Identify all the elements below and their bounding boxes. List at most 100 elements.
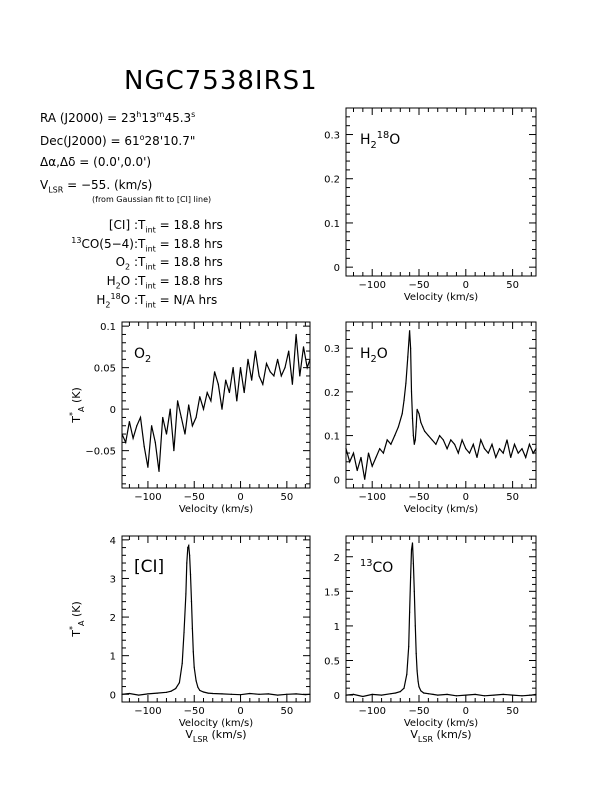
y-tick-label: 1: [334, 622, 340, 633]
dec-label: Dec(J2000) =: [40, 134, 125, 148]
data-point: [181, 662, 183, 664]
ra-seconds: 45.3: [164, 111, 192, 125]
data-point: [394, 434, 396, 437]
data-point: [483, 448, 486, 450]
data-point: [427, 434, 429, 437]
data-point: [406, 673, 408, 675]
x-tick-label: −100: [134, 706, 161, 717]
data-point: [262, 383, 264, 385]
data-point: [446, 693, 448, 695]
data-point: [162, 416, 164, 419]
data-point: [143, 445, 145, 448]
data-point: [217, 383, 219, 385]
data-point: [506, 439, 508, 441]
y-tick-label: 0.1: [324, 432, 340, 443]
data-point: [424, 430, 426, 432]
data-point: [207, 692, 209, 694]
y-tick-label: 0.3: [324, 131, 340, 142]
data-point: [410, 549, 413, 551]
data-point: [199, 689, 201, 692]
data-point: [239, 367, 242, 369]
y-tick-label: 0.1: [100, 322, 116, 333]
data-point: [450, 439, 452, 441]
data-point: [532, 452, 534, 454]
spectrum-line: [122, 543, 310, 696]
data-point: [415, 652, 417, 655]
data-point: [395, 692, 397, 694]
data-point: [352, 452, 355, 454]
data-point: [480, 439, 482, 441]
x-axis-label: Velocity (km/s): [404, 504, 478, 515]
dec-line: Dec(J2000) = 61o28'10.7": [40, 133, 196, 148]
y-tick-label: 0.5: [324, 657, 340, 668]
data-point: [364, 478, 366, 480]
data-point: [258, 375, 260, 377]
data-point: [175, 687, 177, 690]
data-point: [199, 396, 201, 398]
data-point: [267, 693, 269, 695]
data-point: [411, 417, 414, 419]
data-point: [408, 646, 410, 648]
data-point: [493, 694, 495, 696]
data-point: [502, 452, 504, 454]
x-tick-label: −50: [408, 706, 429, 717]
data-point: [356, 469, 358, 472]
chart-h2o: −100 −50 0 50 0 0.1 0.2 0.3 Velocity (km/s): [324, 321, 537, 515]
spectrum-line: [346, 330, 536, 480]
data-point: [306, 367, 308, 369]
data-point: [136, 425, 138, 427]
data-point: [291, 383, 294, 385]
panel-label: O2: [134, 346, 151, 365]
data-point: [195, 680, 197, 682]
x-tick-label: −100: [358, 280, 385, 291]
data-point: [139, 416, 142, 419]
data-point: [409, 330, 411, 332]
data-point: [491, 443, 493, 445]
data-point: [438, 434, 441, 437]
data-point: [273, 375, 275, 377]
data-point: [265, 362, 268, 365]
source-title: NGC7538IRS1: [124, 66, 318, 96]
data-point: [525, 456, 527, 459]
chart-o2: −100 −50 0 50 −0.05 0 0.05 0.1 Velocity (km/s) T*…: [68, 321, 311, 515]
data-point: [360, 456, 362, 459]
vlsr-axis-label: VLSR (km/s): [185, 728, 246, 744]
data-point: [186, 562, 188, 564]
data-point: [178, 682, 181, 684]
x-tick-label: 50: [506, 706, 519, 717]
ra-hours: 23: [121, 111, 137, 125]
x-tick-label: 50: [506, 492, 519, 503]
data-point: [128, 692, 131, 695]
data-point: [276, 358, 279, 360]
data-point: [158, 470, 160, 472]
chart-13co: −100 −50 0 50 0 0.5 1 1.5 2 Velocity (km/s): [324, 535, 537, 729]
data-point: [304, 694, 306, 696]
data-point: [165, 691, 168, 693]
x-tick-label: 0: [237, 706, 243, 717]
x-tick-label: 50: [280, 706, 293, 717]
data-point: [413, 443, 415, 445]
data-point: [510, 456, 512, 459]
tint-13co: 13CO(5−4): Tint = 18.8 hrs: [71, 236, 223, 254]
data-point: [409, 347, 412, 349]
y-tick-label: 0.1: [324, 219, 340, 230]
data-point: [280, 375, 282, 377]
data-point: [367, 452, 370, 454]
data-point: [202, 408, 205, 410]
data-point: [512, 694, 514, 696]
data-point: [212, 692, 214, 695]
data-point: [461, 439, 463, 441]
x-tick-label: −50: [184, 492, 205, 503]
data-point: [371, 693, 373, 695]
data-point: [169, 408, 171, 410]
data-point: [498, 448, 501, 450]
data-point: [418, 413, 420, 415]
data-point: [420, 421, 422, 424]
data-point: [191, 628, 193, 630]
data-point: [188, 404, 190, 406]
data-point: [417, 680, 419, 682]
data-point: [192, 651, 194, 653]
data-point: [269, 371, 271, 373]
x-tick-label: 0: [237, 492, 243, 503]
